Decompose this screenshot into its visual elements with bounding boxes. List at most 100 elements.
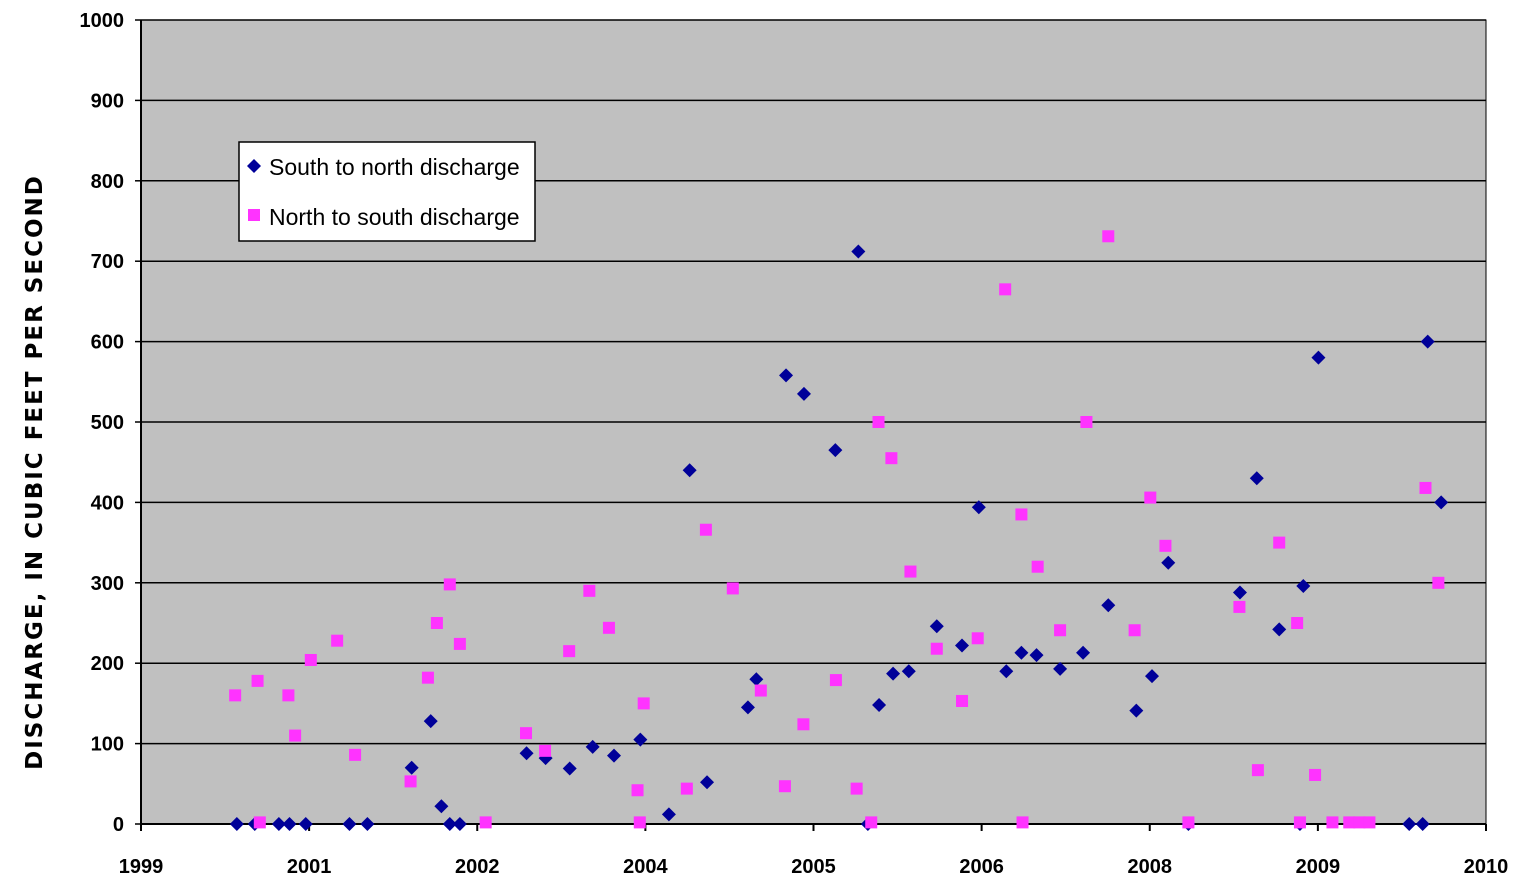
point-north-to-south <box>999 283 1012 296</box>
point-north-to-south <box>404 775 417 788</box>
point-north-to-south <box>1015 508 1028 521</box>
point-north-to-south <box>1363 816 1376 829</box>
point-south-to-north <box>1076 645 1091 660</box>
y-tick-label: 900 <box>91 90 124 112</box>
point-south-to-north <box>1029 648 1044 663</box>
point-south-to-north <box>1249 471 1264 486</box>
point-south-to-north <box>1129 703 1144 718</box>
point-south-to-north <box>633 732 648 747</box>
point-north-to-south <box>430 617 443 629</box>
point-north-to-south <box>726 582 739 595</box>
point-north-to-south <box>885 452 898 465</box>
point-south-to-north <box>452 817 467 831</box>
x-tick-label: 1999 <box>119 856 164 878</box>
point-north-to-south <box>1182 816 1195 829</box>
point-north-to-south <box>421 671 434 684</box>
point-south-to-north <box>872 698 887 713</box>
y-tick-label: 200 <box>91 653 124 675</box>
point-south-to-north <box>886 666 901 681</box>
legend-marker-south-to-north <box>247 159 261 173</box>
y-tick-label: 100 <box>91 734 124 756</box>
y-tick-label: 600 <box>91 332 124 354</box>
point-north-to-south <box>520 727 533 740</box>
point-south-to-north <box>282 817 297 831</box>
point-south-to-north <box>442 817 457 831</box>
point-north-to-south <box>904 565 917 578</box>
point-south-to-north <box>606 748 621 763</box>
point-south-to-north <box>1311 350 1326 365</box>
point-north-to-south <box>930 642 943 655</box>
point-south-to-north <box>749 672 764 687</box>
point-north-to-south <box>1233 600 1246 613</box>
point-north-to-south <box>453 637 466 650</box>
point-north-to-south <box>304 653 317 666</box>
point-south-to-north <box>1272 622 1287 637</box>
point-north-to-south <box>797 718 810 731</box>
data-points <box>229 230 1449 831</box>
x-tick-label: 2008 <box>1128 856 1173 878</box>
legend-box <box>238 141 536 242</box>
point-north-to-south <box>289 729 302 742</box>
point-north-to-south <box>1054 624 1067 637</box>
y-tick-label: 500 <box>91 412 124 434</box>
x-tick-labels: 1999 2001 2002 2004 2005 2006 2008 2009 2010 <box>119 824 1509 878</box>
y-tick-label: 400 <box>91 492 124 514</box>
point-north-to-south <box>1016 816 1029 829</box>
point-south-to-north <box>404 760 419 775</box>
point-south-to-north <box>1296 579 1311 594</box>
point-south-to-north <box>1144 669 1159 684</box>
point-north-to-south <box>539 744 552 757</box>
point-south-to-north <box>1415 817 1430 831</box>
point-south-to-north <box>1101 598 1116 613</box>
point-south-to-north <box>1053 661 1068 676</box>
point-north-to-south <box>563 645 576 658</box>
x-tick-label: 2004 <box>623 856 668 878</box>
point-north-to-south <box>443 578 456 591</box>
point-south-to-north <box>423 714 438 729</box>
point-north-to-south <box>956 694 969 707</box>
point-south-to-north <box>271 817 286 831</box>
x-tick-label: 2006 <box>959 856 1004 878</box>
point-north-to-south <box>699 523 712 536</box>
point-north-to-south <box>1080 416 1093 428</box>
point-north-to-south <box>637 697 650 710</box>
legend: South to north discharge North to south … <box>238 141 536 242</box>
point-north-to-south <box>251 674 264 687</box>
point-south-to-north <box>828 443 843 458</box>
legend-label-south-to-north: South to north discharge <box>269 154 520 180</box>
point-north-to-south <box>1159 539 1172 552</box>
y-tick-labels: 0 100 200 300 400 500 600 700 800 900 1000 <box>80 10 125 836</box>
y-axis-label: DISCHARGE, IN CUBIC FEET PER SECOND <box>22 174 48 770</box>
point-north-to-south <box>754 684 767 697</box>
point-north-to-south <box>1432 576 1445 589</box>
point-south-to-north <box>955 638 970 653</box>
legend-label-north-to-south: North to south discharge <box>269 204 520 230</box>
x-tick-label: 2001 <box>287 856 332 878</box>
point-north-to-south <box>282 689 295 702</box>
point-north-to-south <box>253 816 266 829</box>
point-north-to-south <box>1326 816 1339 829</box>
point-south-to-north <box>519 746 534 761</box>
point-south-to-north <box>434 799 449 814</box>
point-south-to-north <box>1402 817 1417 831</box>
point-north-to-south <box>1128 624 1141 637</box>
point-south-to-north <box>562 761 577 776</box>
point-south-to-north <box>851 244 866 259</box>
point-north-to-south <box>872 416 885 428</box>
x-tick-label: 2009 <box>1296 856 1341 878</box>
point-north-to-south <box>829 674 842 687</box>
point-south-to-north <box>342 817 357 831</box>
point-north-to-south <box>1343 816 1356 829</box>
point-north-to-south <box>349 748 362 761</box>
point-north-to-south <box>1353 816 1366 829</box>
point-south-to-north <box>1014 645 1029 660</box>
point-north-to-south <box>778 780 791 793</box>
y-tick-label: 300 <box>91 573 124 595</box>
x-tick-label: 2010 <box>1464 856 1509 878</box>
point-south-to-north <box>661 807 676 822</box>
point-north-to-south <box>1419 481 1432 494</box>
point-north-to-south <box>602 621 615 634</box>
point-south-to-north <box>779 368 794 383</box>
y-tick-label: 0 <box>113 814 124 836</box>
point-north-to-south <box>1273 536 1286 549</box>
